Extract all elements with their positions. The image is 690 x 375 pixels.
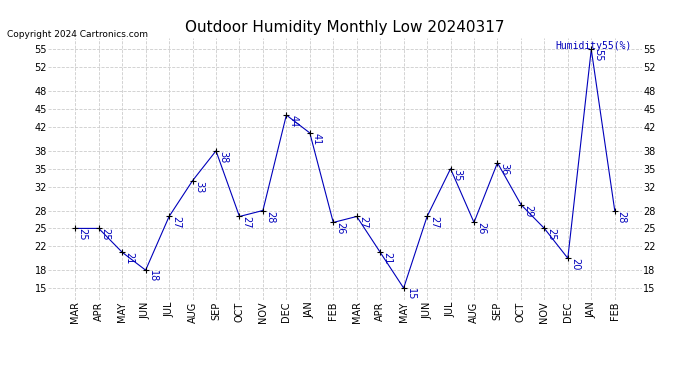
Text: 21: 21 [124, 252, 134, 265]
Text: 15: 15 [406, 288, 415, 300]
Text: 28: 28 [617, 210, 627, 223]
Text: 27: 27 [171, 216, 181, 229]
Text: 18: 18 [148, 270, 157, 282]
Text: 26: 26 [335, 222, 345, 235]
Text: 26: 26 [476, 222, 486, 235]
Text: 27: 27 [241, 216, 251, 229]
Text: 21: 21 [382, 252, 392, 265]
Text: 29: 29 [523, 204, 533, 217]
Text: 25: 25 [77, 228, 87, 241]
Text: 38: 38 [218, 151, 228, 163]
Text: 25: 25 [546, 228, 556, 241]
Text: 27: 27 [359, 216, 368, 229]
Text: 25: 25 [101, 228, 110, 241]
Text: Humidity55(%): Humidity55(%) [555, 42, 632, 51]
Text: Copyright 2024 Cartronics.com: Copyright 2024 Cartronics.com [7, 30, 148, 39]
Text: 20: 20 [570, 258, 580, 271]
Text: 28: 28 [265, 210, 275, 223]
Text: 35: 35 [453, 169, 462, 181]
Title: Outdoor Humidity Monthly Low 20240317: Outdoor Humidity Monthly Low 20240317 [185, 20, 505, 35]
Text: 44: 44 [288, 115, 298, 127]
Text: 27: 27 [429, 216, 439, 229]
Text: 33: 33 [195, 181, 204, 193]
Text: 36: 36 [500, 163, 509, 175]
Text: 55: 55 [593, 50, 603, 62]
Text: 41: 41 [312, 133, 322, 145]
